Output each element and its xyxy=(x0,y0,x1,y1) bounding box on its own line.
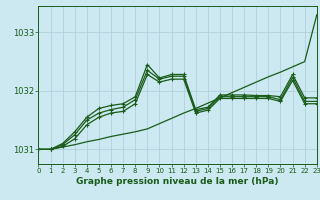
X-axis label: Graphe pression niveau de la mer (hPa): Graphe pression niveau de la mer (hPa) xyxy=(76,177,279,186)
